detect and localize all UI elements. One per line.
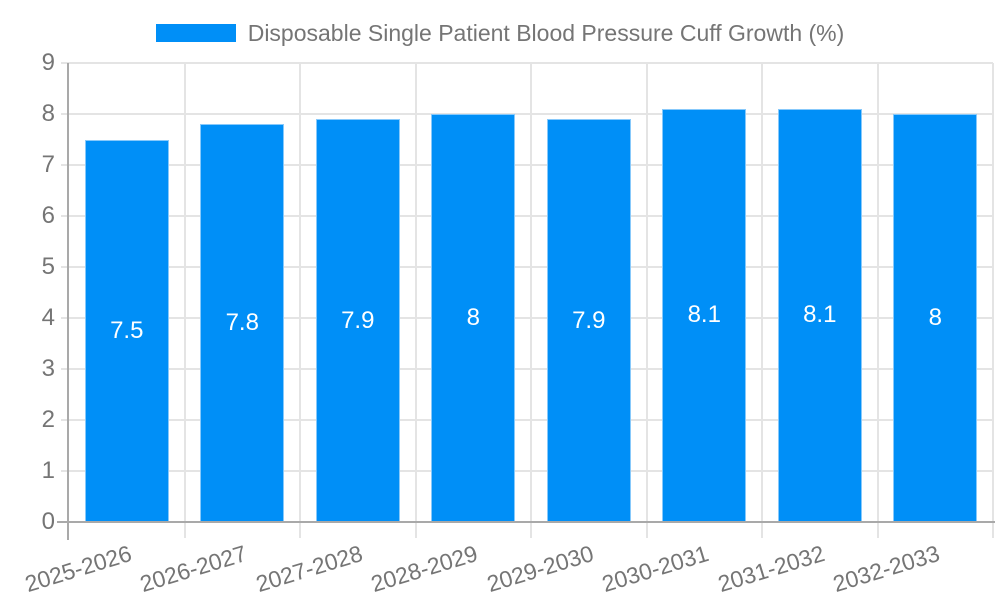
bar-value-label: 7.9	[341, 306, 375, 334]
bar-value-label: 7.5	[110, 316, 144, 344]
bar-value-label: 8	[466, 304, 480, 331]
bar-value-label: 8.1	[803, 301, 837, 329]
v-gridline	[761, 63, 763, 538]
y-axis-tick-label: 7	[41, 151, 55, 178]
x-axis-line	[57, 521, 995, 523]
h-gridline	[61, 368, 993, 370]
h-gridline	[61, 317, 993, 319]
chart-title: Disposable Single Patient Blood Pressure…	[247, 19, 845, 46]
y-axis-tick-label: 6	[41, 202, 55, 229]
h-gridline	[61, 62, 993, 64]
h-gridline	[61, 113, 993, 115]
bar-value-label: 7.8	[225, 309, 259, 337]
v-gridline	[414, 63, 417, 538]
h-gridline	[61, 470, 993, 472]
bar: 8	[893, 114, 978, 522]
bar: 7.8	[200, 124, 285, 522]
bar: 8.1	[777, 108, 862, 522]
y-axis-tick-label: 4	[41, 304, 55, 331]
bar: 7.9	[546, 119, 631, 522]
y-axis-line	[67, 63, 69, 540]
bar: 7.5	[84, 139, 169, 522]
h-gridline	[61, 215, 993, 217]
v-gridline	[530, 63, 532, 538]
h-gridline	[61, 164, 993, 166]
y-axis-tick-label: 0	[41, 508, 55, 535]
y-axis-tick-label: 3	[41, 355, 55, 382]
v-gridline	[992, 63, 994, 538]
y-axis-tick-label: 8	[41, 100, 55, 127]
bar-value-label: 8.1	[687, 301, 721, 329]
y-axis-tick-label: 9	[41, 49, 55, 76]
v-gridline	[183, 63, 186, 538]
v-gridline	[645, 63, 648, 538]
v-gridline	[299, 63, 301, 538]
y-axis-tick-label: 2	[41, 406, 55, 433]
h-gridline	[61, 266, 993, 268]
bar: 8	[431, 114, 516, 522]
h-gridline	[61, 419, 993, 421]
bar-value-label: 8	[928, 304, 942, 331]
v-gridline	[876, 63, 879, 538]
bar: 8.1	[662, 108, 747, 522]
bar: 7.9	[315, 119, 400, 522]
legend[interactable]: Disposable Single Patient Blood Pressure…	[0, 19, 1000, 47]
legend-swatch	[155, 24, 236, 42]
y-axis-tick-label: 1	[41, 457, 55, 484]
bar-value-label: 7.9	[572, 306, 606, 334]
y-axis-tick-label: 5	[41, 253, 55, 280]
